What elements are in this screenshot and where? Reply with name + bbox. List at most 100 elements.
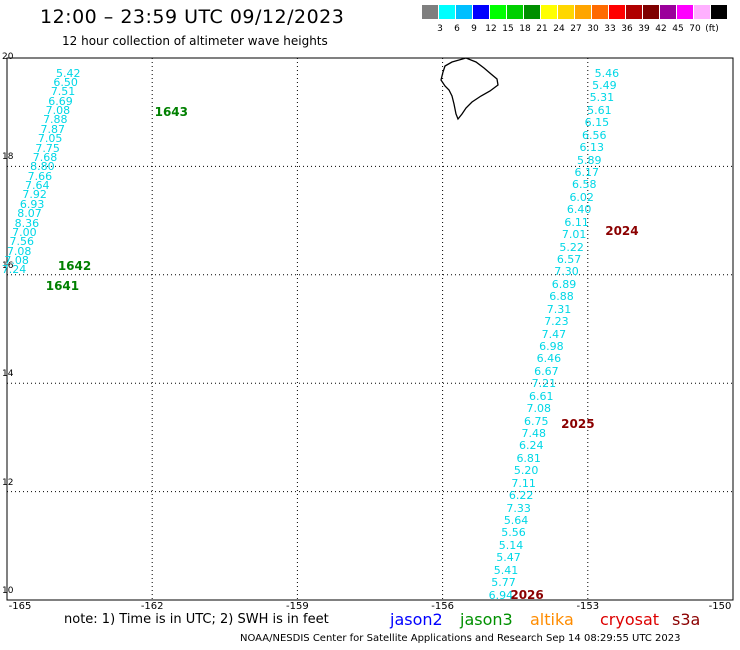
scale-swatch	[592, 5, 608, 19]
wave-height-value: 7.51	[50, 85, 76, 99]
satellite-legend-item: jason2	[390, 610, 443, 629]
wave-height-value: 7.30	[554, 265, 579, 279]
wave-height-value: 7.31	[546, 302, 572, 316]
scale-label: 24	[553, 24, 565, 34]
scale-label: 39	[638, 24, 650, 34]
scale-swatch	[575, 5, 591, 19]
map-title: 12:00 – 23:59 UTC 09/12/2023	[40, 6, 345, 28]
wave-height-value: 8.36	[14, 216, 40, 230]
pass-label: 1642	[57, 258, 92, 273]
wave-height-value: 6.81	[516, 451, 541, 465]
wave-height-value: 6.88	[549, 290, 574, 304]
wave-height-value: 7.87	[40, 122, 65, 136]
wave-height-value: 6.17	[574, 166, 599, 180]
scale-swatch	[660, 5, 676, 19]
scale-label: 27	[570, 24, 582, 34]
pass-label: 2026	[510, 587, 544, 602]
wave-height-value: 7.68	[32, 150, 58, 164]
wave-height-value: 6.89	[551, 277, 577, 291]
wave-height-value: 6.40	[566, 203, 592, 217]
wave-height-value: 6.13	[579, 141, 605, 155]
scale-label: 42	[655, 24, 667, 34]
wave-height-value: 7.00	[12, 225, 37, 239]
wave-height-value: 7.56	[9, 235, 35, 249]
wave-height-value: 6.57	[556, 253, 582, 267]
scale-swatch	[609, 5, 625, 19]
scale-swatch	[490, 5, 506, 19]
latitude-label: 20	[2, 52, 14, 62]
wave-height-value: 7.05	[37, 132, 63, 146]
longitude-label: -150	[708, 601, 732, 612]
scale-label: 15	[502, 24, 514, 34]
longitude-label: -156	[431, 601, 454, 612]
scale-label: 33	[604, 24, 616, 34]
wave-height-value: 6.22	[508, 489, 534, 503]
pass-label: 2024	[605, 224, 639, 239]
wave-height-value: 5.20	[513, 464, 539, 478]
wave-height-value: 5.77	[491, 576, 516, 590]
latitude-label: 12	[2, 477, 14, 488]
wave-height-value: 7.08	[6, 244, 32, 258]
scale-swatch	[524, 5, 540, 19]
wave-height-value: 6.56	[582, 128, 607, 142]
wave-height-value: 7.08	[45, 104, 71, 118]
scale-label: 36	[621, 24, 633, 34]
wave-height-value: 7.92	[22, 188, 47, 202]
scale-label: 70	[689, 24, 701, 34]
scale-label: 9	[471, 24, 477, 34]
scale-label: 21	[536, 24, 548, 34]
scale-label: 3	[437, 24, 443, 34]
wave-height-value: 7.88	[43, 113, 68, 127]
scale-swatch	[439, 5, 455, 19]
wave-height-value: 5.42	[55, 66, 81, 80]
latitude-label: 10	[2, 586, 14, 596]
wave-height-value: 6.50	[53, 76, 78, 89]
scale-swatch	[643, 5, 659, 19]
wave-height-value: 7.08	[526, 402, 552, 416]
scale-swatch	[626, 5, 642, 19]
wave-height-value: 7.48	[521, 427, 546, 441]
lat-lon-grid	[7, 58, 733, 600]
wave-height-value: 6.93	[19, 197, 45, 211]
wave-height-value: 6.75	[524, 414, 549, 428]
wave-height-value: 7.01	[561, 228, 587, 242]
latitude-label: 14	[2, 369, 14, 380]
longitude-label: -153	[576, 601, 600, 612]
credit-line: NOAA/NESDIS Center for Satellite Applica…	[240, 633, 681, 644]
wave-height-value: 5.56	[501, 526, 526, 540]
wave-height-value: 7.33	[506, 501, 531, 515]
wave-height-value: 7.21	[531, 377, 557, 391]
wave-height-value: 6.94	[488, 588, 514, 602]
scale-swatch	[541, 5, 557, 19]
wave-height-value: 6.46	[536, 352, 562, 366]
wave-height-value: 6.02	[569, 190, 594, 204]
scale-label: 45	[672, 24, 684, 34]
wave-height-value: 5.64	[503, 514, 529, 528]
scale-swatch	[694, 5, 710, 19]
units-note: note: 1) Time is in UTC; 2) SWH is in fe…	[64, 612, 329, 627]
wave-height-value: 6.24	[518, 439, 544, 453]
wave-height-value: 5.47	[496, 551, 521, 565]
scale-swatch	[456, 5, 472, 19]
satellite-legend-item: s3a	[672, 610, 701, 629]
latitude-label: 18	[2, 152, 14, 163]
wave-height-value: 5.31	[589, 91, 615, 105]
wave-height-value: 7.11	[511, 476, 536, 490]
wave-height-value: 7.08	[4, 254, 29, 267]
wave-height-value: 5.22	[559, 240, 584, 254]
scale-swatch	[558, 5, 574, 19]
wave-height-value: 6.15	[584, 116, 610, 130]
wave-height-value: 6.69	[48, 94, 73, 108]
wave-height-value: 6.98	[539, 340, 564, 354]
wave-height-value: 7.47	[541, 327, 567, 341]
wave-height-value: 7.24	[1, 263, 27, 277]
wave-height-value: 5.41	[493, 563, 519, 577]
satellite-legend-item: altika	[530, 610, 574, 629]
longitude-label: -165	[8, 601, 32, 612]
latitude-label: 16	[2, 260, 14, 271]
wave-height-value: 6.61	[529, 389, 554, 403]
longitude-label: -159	[286, 601, 309, 612]
pass-label: 1641	[45, 278, 80, 293]
scale-swatch	[422, 5, 438, 19]
scale-swatch	[507, 5, 523, 19]
